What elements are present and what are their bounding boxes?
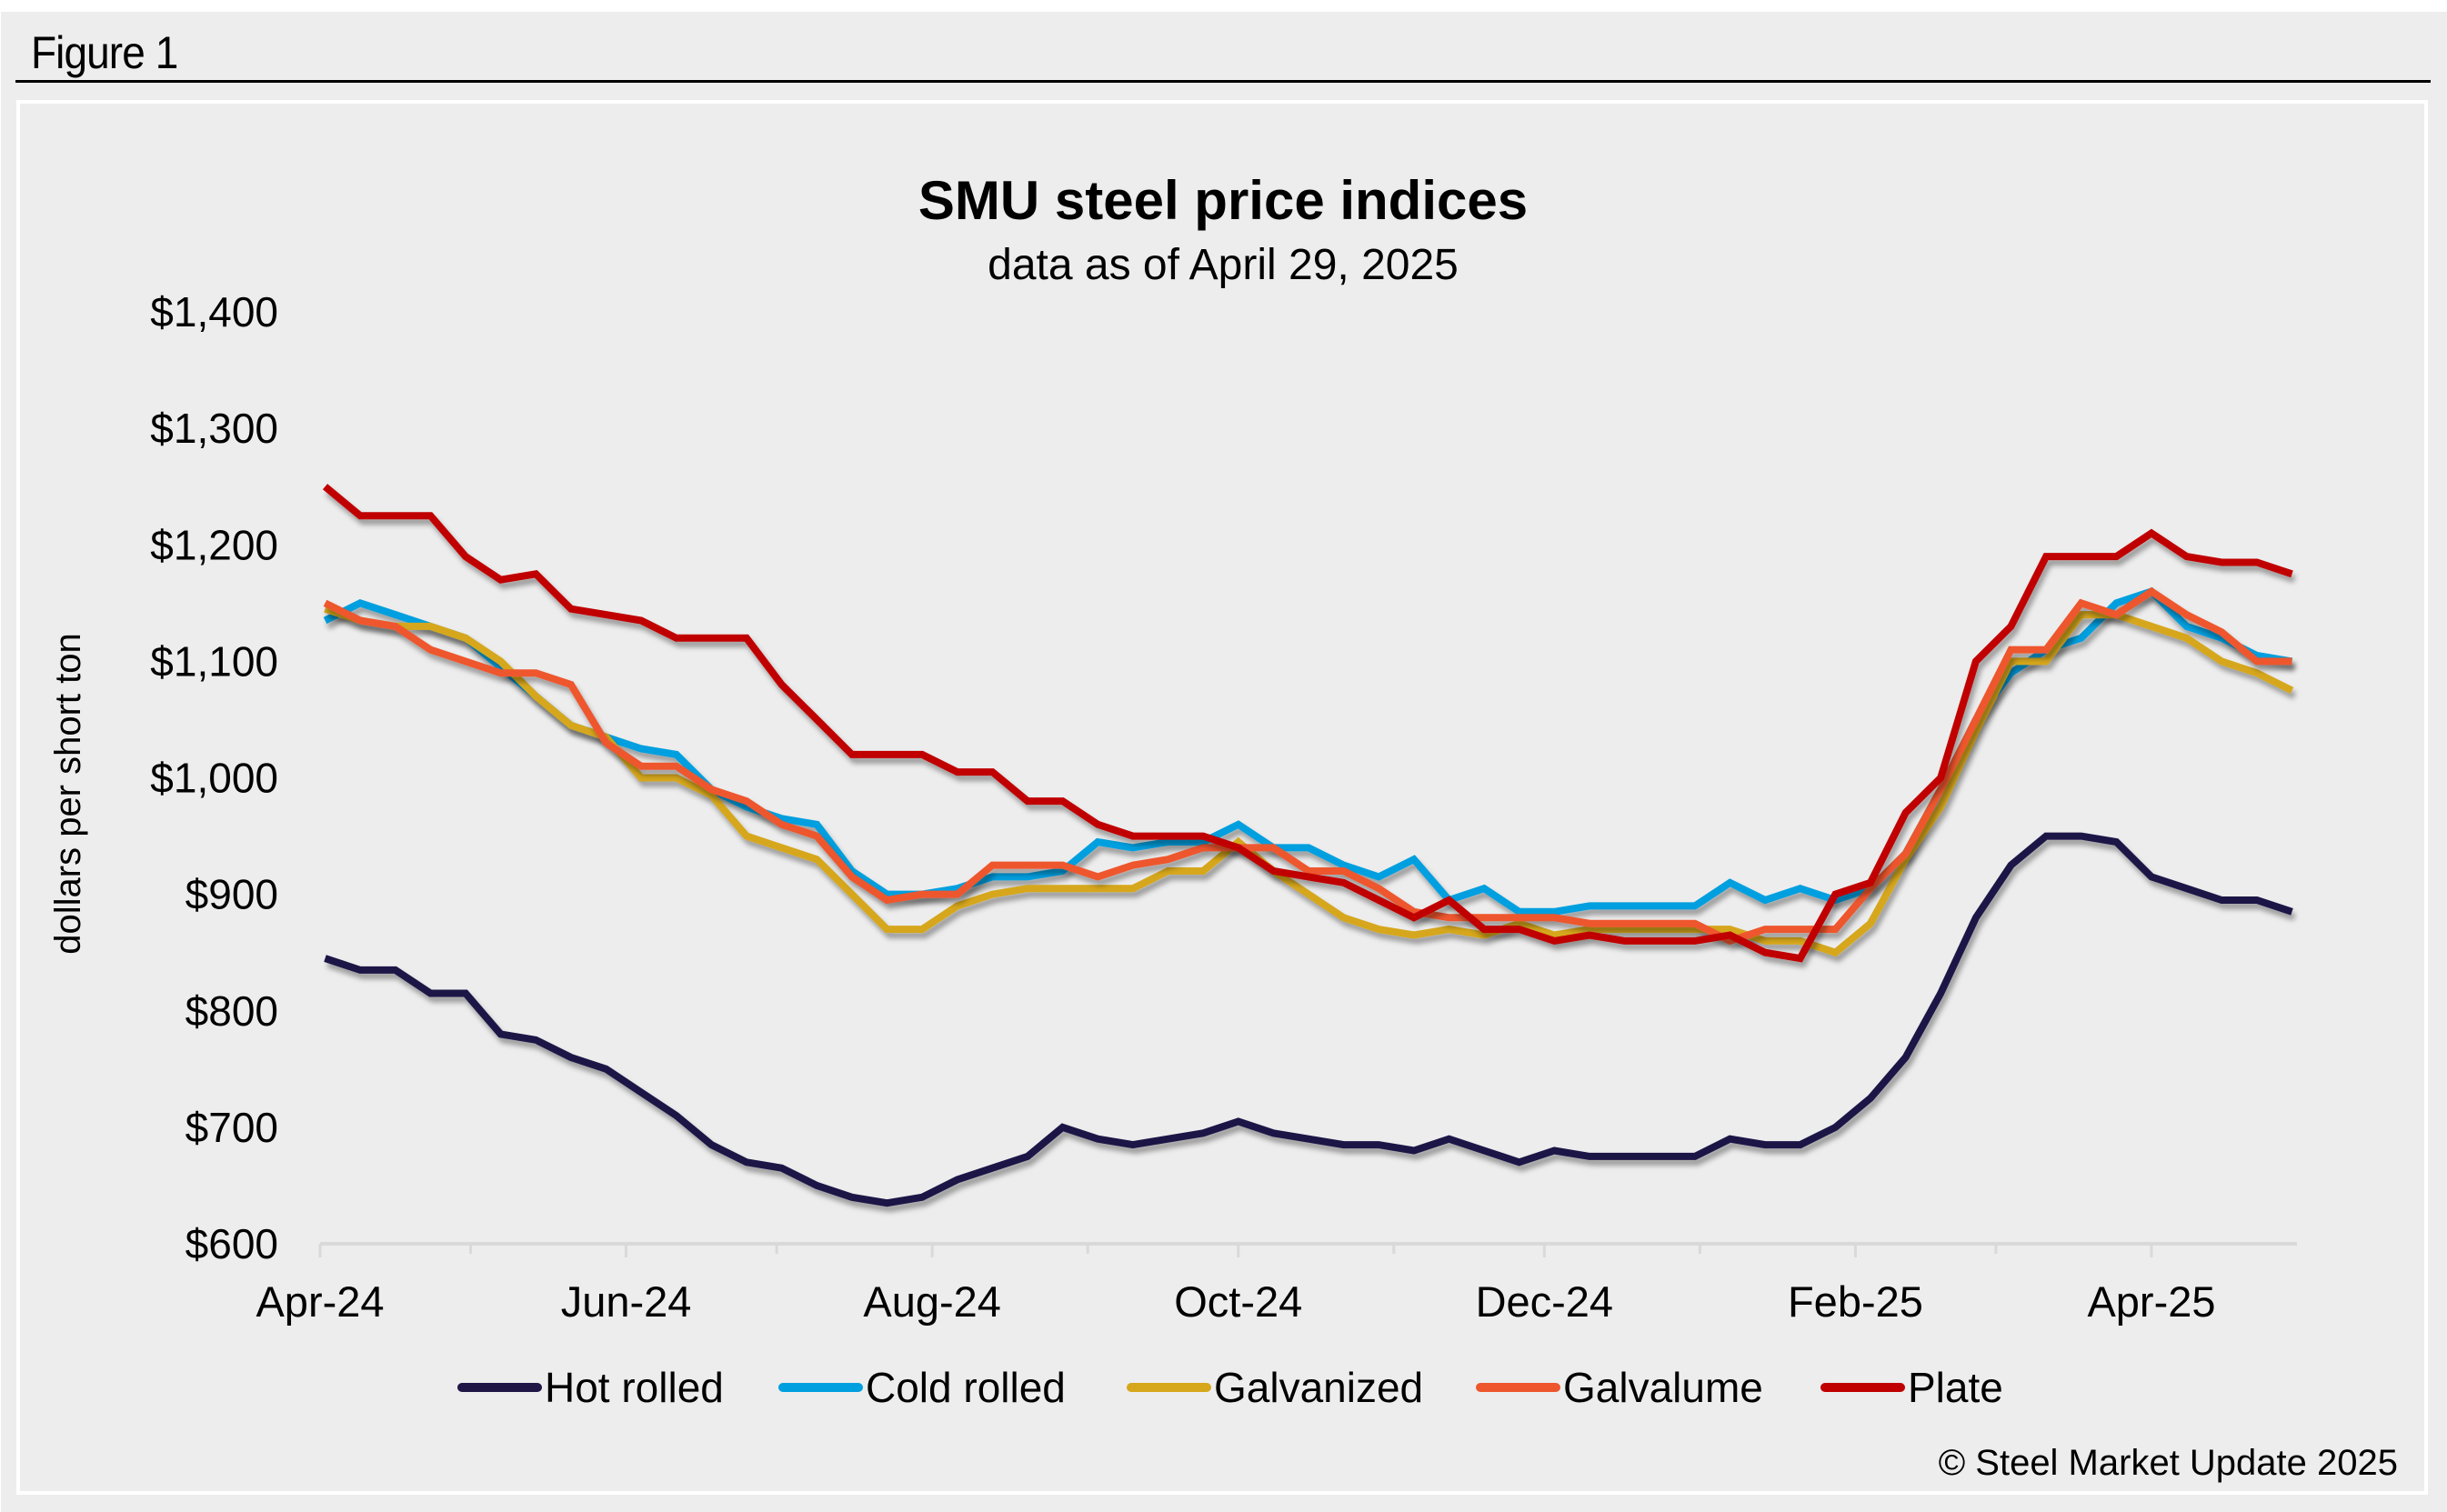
y-tick-label: $1,300 (150, 405, 278, 452)
y-tick-label: $900 (186, 871, 278, 918)
y-tick-label: $1,400 (150, 288, 278, 335)
series-line-galvanized (324, 605, 2294, 957)
x-axis: Apr-24 Jun-24 Aug-24 Oct-24 Dec-24 Feb-25 Apr-… (256, 1242, 2297, 1326)
x-tick-label: Oct-24 (1174, 1277, 1302, 1326)
x-tick-label: Dec-24 (1476, 1277, 1614, 1326)
y-axis-title: dollars per short ton (48, 633, 88, 955)
legend-label-cold-rolled: Cold rolled (866, 1364, 1066, 1411)
copyright-note: © Steel Market Update 2025 (1939, 1443, 2398, 1483)
y-tick-label: $700 (186, 1104, 278, 1151)
x-tick-label: Feb-25 (1788, 1277, 1923, 1326)
x-tick-label: Apr-24 (256, 1277, 384, 1326)
chart-title: SMU steel price indices (918, 170, 1528, 231)
x-tick-label: Aug-24 (863, 1277, 1001, 1326)
figure-label: Figure 1 (31, 27, 178, 78)
x-tick-label: Jun-24 (561, 1277, 692, 1326)
figure-background: Figure 1 (1, 12, 2447, 1512)
legend-label-plate: Plate (1908, 1364, 2003, 1411)
y-axis: $600 $700 $800 $900 $1,000 $1,100 $1,200 $1,300… (150, 288, 278, 1267)
series-line-galvalume (323, 586, 2292, 946)
figure-divider (15, 80, 2431, 83)
series-line-hot-rolled (324, 832, 2293, 1207)
legend-label-galvanized: Galvanized (1214, 1364, 1423, 1411)
y-tick-label: $800 (186, 987, 278, 1035)
legend: Hot rolled Cold rolled Galvanized Galvalume… (457, 1364, 2003, 1411)
y-tick-label: $600 (186, 1220, 278, 1267)
series-line-plate (322, 484, 2293, 963)
legend-label-hot-rolled: Hot rolled (545, 1364, 724, 1411)
y-tick-label: $1,200 (150, 521, 278, 568)
chart-panel (16, 100, 2428, 1495)
y-tick-label: $1,000 (150, 755, 278, 802)
y-tick-label: $1,100 (150, 637, 278, 685)
series-layer (322, 484, 2294, 1207)
legend-label-galvalume: Galvalume (1563, 1364, 1763, 1411)
x-tick-label: Apr-25 (2087, 1277, 2215, 1326)
chart-subtitle: data as of April 29, 2025 (988, 241, 1459, 289)
